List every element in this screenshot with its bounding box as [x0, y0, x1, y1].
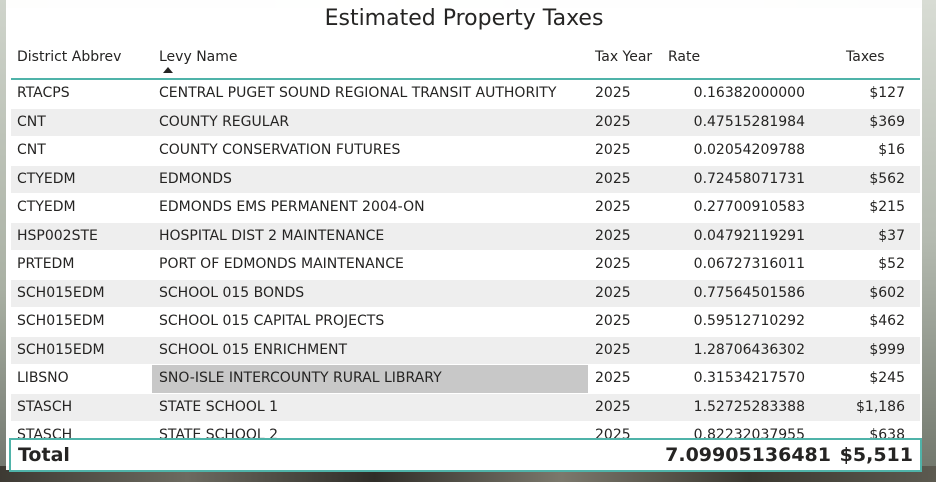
cell-taxes: $462 [869, 313, 905, 329]
table-row[interactable]: PRTEDM PORT OF EDMONDS MAINTENANCE 2025 0.0… [11, 251, 920, 280]
total-label: Total [18, 444, 70, 466]
background-photo-left [0, 0, 6, 482]
cell-district: RTACPS [17, 85, 70, 101]
column-header-taxes[interactable]: Taxes [846, 49, 885, 65]
cell-district: STASCH [17, 398, 73, 415]
table-row[interactable]: LIBSNO SNO-ISLE INTERCOUNTY RURAL LIBRARY… [11, 365, 920, 394]
cell-district: CNT [17, 142, 46, 158]
cell-tax-year: 2025 [595, 313, 631, 329]
table-body: RTACPS CENTRAL PUGET SOUND REGIONAL TRANS… [11, 80, 920, 451]
cell-rate: 1.52725283388 [693, 398, 805, 415]
background-photo-right [922, 0, 936, 482]
column-header-levy[interactable]: Levy Name [159, 49, 238, 65]
cell-levy-name: CENTRAL PUGET SOUND REGIONAL TRANSIT AUT… [159, 85, 557, 101]
cell-district: PRTEDM [17, 256, 75, 272]
total-rate: 7.09905136481 [665, 444, 831, 466]
table-row[interactable]: SCH015EDM SCHOOL 015 BONDS 2025 0.775645015… [11, 279, 920, 308]
sort-ascending-icon [163, 67, 173, 73]
cell-levy-name: SCHOOL 015 ENRICHMENT [159, 341, 348, 358]
column-header-year[interactable]: Tax Year [595, 49, 653, 65]
cell-district: SCH015EDM [17, 284, 105, 301]
table-row[interactable]: CNT COUNTY CONSERVATION FUTURES 2025 0.0205… [11, 137, 920, 166]
cell-tax-year: 2025 [595, 170, 631, 187]
cell-tax-year: 2025 [595, 227, 631, 244]
cell-rate: 0.72458071731 [693, 170, 805, 187]
cell-taxes: $16 [878, 142, 905, 158]
cell-rate: 0.59512710292 [693, 313, 805, 329]
cell-district: SCH015EDM [17, 313, 105, 329]
cell-rate: 0.47515281984 [693, 113, 805, 130]
cell-taxes: $215 [869, 199, 905, 215]
column-header-district[interactable]: District Abbrev [17, 49, 122, 65]
cell-rate: 0.31534217570 [693, 370, 805, 386]
cell-rate: 0.77564501586 [693, 284, 805, 301]
cell-district: LIBSNO [17, 370, 69, 386]
cell-taxes: $999 [869, 341, 905, 358]
cell-taxes: $602 [869, 284, 905, 301]
table-row[interactable]: HSP002STE HOSPITAL DIST 2 MAINTENANCE 2025… [11, 222, 920, 251]
table-row[interactable]: SCH015EDM SCHOOL 015 CAPITAL PROJECTS 2025… [11, 308, 920, 337]
cell-levy-name: PORT OF EDMONDS MAINTENANCE [159, 256, 404, 272]
cell-tax-year: 2025 [595, 370, 631, 386]
cell-rate: 0.04792119291 [693, 227, 805, 244]
cell-levy-name: EDMONDS [159, 170, 232, 187]
cell-district: CTYEDM [17, 199, 76, 215]
cell-tax-year: 2025 [595, 113, 631, 130]
cell-tax-year: 2025 [595, 398, 631, 415]
cell-taxes: $1,186 [856, 398, 905, 415]
cell-levy-name: SCHOOL 015 BONDS [159, 284, 305, 301]
cell-taxes: $52 [878, 256, 905, 272]
cell-rate: 0.16382000000 [693, 85, 805, 101]
visual-title: Estimated Property Taxes [324, 6, 604, 31]
cell-tax-year: 2025 [595, 85, 631, 101]
cell-tax-year: 2025 [595, 341, 631, 358]
cell-taxes: $562 [869, 170, 905, 187]
cell-district: CTYEDM [17, 170, 76, 187]
table-visual: Estimated Property Taxes District Abbrev… [6, 0, 922, 472]
cell-rate: 0.27700910583 [693, 199, 805, 215]
cell-levy-name: SNO-ISLE INTERCOUNTY RURAL LIBRARY [159, 370, 442, 386]
cell-taxes: $37 [878, 227, 905, 244]
table-row[interactable]: CTYEDM EDMONDS EMS PERMANENT 2004-ON 2025 0… [11, 194, 920, 223]
hover-highlight [152, 365, 588, 393]
table-row[interactable]: CNT COUNTY REGULAR 2025 0.47515281984 $369 [11, 108, 920, 137]
cell-district: CNT [17, 113, 46, 130]
cell-levy-name: EDMONDS EMS PERMANENT 2004-ON [159, 199, 425, 215]
column-header-rate[interactable]: Rate [668, 49, 701, 65]
cell-levy-name: COUNTY CONSERVATION FUTURES [159, 142, 401, 158]
table-row[interactable]: STASCH STATE SCHOOL 1 2025 1.52725283388 $1,… [11, 393, 920, 422]
cell-levy-name: STATE SCHOOL 1 [159, 398, 279, 415]
cell-tax-year: 2025 [595, 284, 631, 301]
cell-tax-year: 2025 [595, 256, 631, 272]
cell-rate: 0.06727316011 [693, 256, 805, 272]
cell-levy-name: COUNTY REGULAR [159, 113, 290, 130]
cell-district: HSP002STE [17, 227, 98, 244]
total-taxes: $5,511 [839, 444, 913, 466]
cell-tax-year: 2025 [595, 142, 631, 158]
cell-tax-year: 2025 [595, 199, 631, 215]
table-header: District Abbrev Levy Name Tax Year Rate … [11, 40, 920, 80]
table-row[interactable]: SCH015EDM SCHOOL 015 ENRICHMENT 2025 1.2870… [11, 336, 920, 365]
total-row: Total 7.09905136481 $5,511 [9, 438, 922, 472]
cell-taxes: $127 [869, 85, 905, 101]
cell-rate: 1.28706436302 [693, 341, 805, 358]
cell-district: SCH015EDM [17, 341, 105, 358]
cell-levy-name: HOSPITAL DIST 2 MAINTENANCE [159, 227, 385, 244]
cell-rate: 0.02054209788 [693, 142, 805, 158]
table-row[interactable]: CTYEDM EDMONDS 2025 0.72458071731 $562 [11, 165, 920, 194]
table-row[interactable]: RTACPS CENTRAL PUGET SOUND REGIONAL TRANS… [11, 80, 920, 109]
cell-levy-name: SCHOOL 015 CAPITAL PROJECTS [159, 313, 385, 329]
cell-taxes: $245 [869, 370, 905, 386]
cell-taxes: $369 [869, 113, 905, 130]
